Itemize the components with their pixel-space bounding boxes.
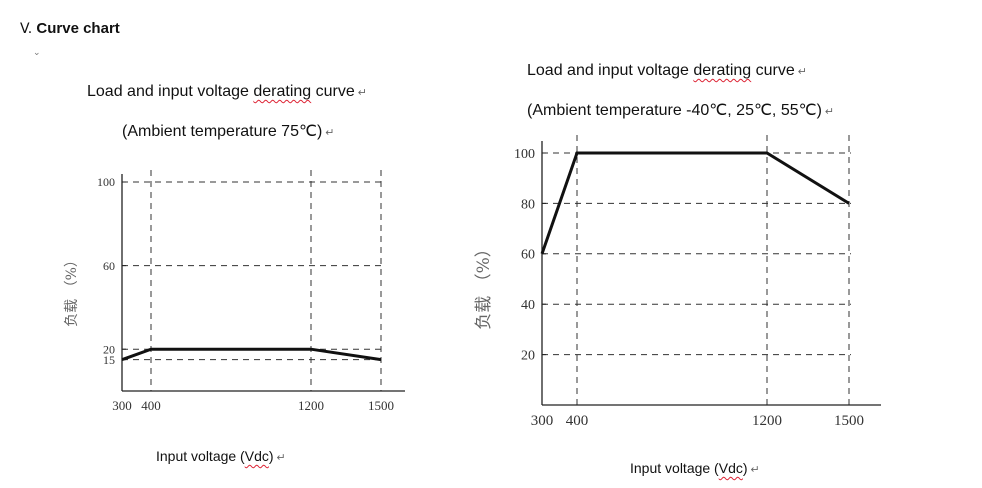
chart1-subtitle: (Ambient temperature 75℃) ↵ xyxy=(122,123,335,140)
chart2-ytick-60: 60 xyxy=(521,248,535,263)
chart1-xtick-1200: 1200 xyxy=(298,398,324,413)
chart1-series-line xyxy=(121,347,382,362)
chart2-ytick-20: 20 xyxy=(521,349,535,364)
chart1-ylabel: 负载 （%） xyxy=(64,253,80,327)
chart2-ytick-40: 40 xyxy=(521,298,535,313)
chart2-xtick-300: 300 xyxy=(531,413,554,429)
chart1-ytick-60: 60 xyxy=(103,259,115,273)
chart1-xtick-1500: 1500 xyxy=(368,398,394,413)
chart2-ytick-80: 80 xyxy=(521,197,535,212)
chart2-subtitle: (Ambient temperature -40℃, 25℃, 55℃) ↵ xyxy=(527,102,835,119)
chart1-ytick-20: 20 xyxy=(103,342,115,356)
chart2-title: Load and input voltage derating curve ↵ xyxy=(527,62,807,79)
chart1-xtick-400: 400 xyxy=(141,398,161,413)
chart1-xtick-300: 300 xyxy=(112,398,132,413)
chart1-xlabel: Input voltage (Vdc) ↵ xyxy=(156,448,286,464)
chart1-ytick-100: 100 xyxy=(97,175,115,189)
section-number: V. xyxy=(20,21,33,37)
section-title: Curve chart xyxy=(36,20,120,37)
chart1-ytick-15: 15 xyxy=(103,353,115,367)
section-heading: V. Curve chart xyxy=(20,20,120,37)
chart2-xtick-1500: 1500 xyxy=(834,413,864,429)
cursor-mark: ⌄ xyxy=(33,47,41,57)
chart2-xtick-1200: 1200 xyxy=(752,413,782,429)
chart1-title: Load and input voltage derating curve ↵ xyxy=(87,83,367,100)
chart2-xtick-400: 400 xyxy=(566,413,589,429)
chart2-ylabel: 负载 （%） xyxy=(474,240,494,330)
chart2-series-line xyxy=(540,151,850,255)
chart2-xlabel: Input voltage (Vdc) ↵ xyxy=(630,460,760,476)
chart2-ytick-100: 100 xyxy=(514,147,535,162)
